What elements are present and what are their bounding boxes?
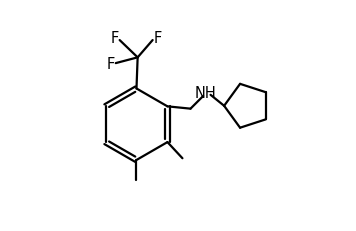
Text: F: F bbox=[153, 31, 162, 46]
Text: NH: NH bbox=[195, 86, 216, 100]
Text: F: F bbox=[110, 31, 119, 46]
Text: F: F bbox=[106, 56, 115, 71]
